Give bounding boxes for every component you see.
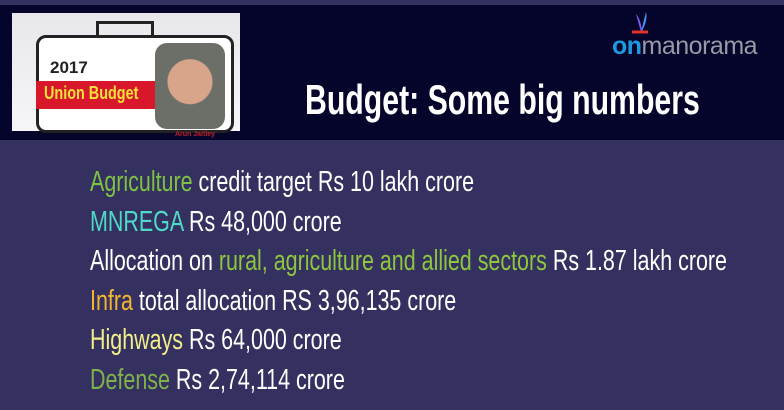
- badge-stripe: [36, 81, 162, 109]
- butterfly-icon: [632, 12, 648, 34]
- minister-photo: [155, 43, 225, 129]
- page-title: Budget: Some big numbers: [305, 76, 700, 123]
- list-item-agriculture: Agriculture credit target Rs 10 lakh cro…: [90, 166, 475, 198]
- photo-caption: Arun Jaitley: [175, 131, 216, 138]
- onmanorama-logo[interactable]: onmanorama: [612, 8, 772, 63]
- logo-text: onmanorama: [612, 32, 758, 60]
- badge-label: Union Budget: [44, 83, 139, 103]
- badge-year: 2017: [50, 58, 88, 77]
- briefcase-handle: [96, 21, 154, 36]
- list-item-rural-allocation: Allocation on rural, agriculture and all…: [90, 245, 727, 277]
- list-item-defense: Defense Rs 2,74,114 crore: [90, 363, 345, 396]
- list-item-infra: Infra total allocation RS 3,96,135 crore: [90, 284, 457, 317]
- list-item-mnrega: MNREGA Rs 48,000 crore: [90, 205, 342, 238]
- list-item-highways: Highways Rs 64,000 crore: [90, 324, 342, 356]
- budget-figures-list: Agriculture credit target Rs 10 lakh cro…: [90, 166, 784, 403]
- union-budget-badge-image: 2017 Union Budget Arun Jaitley: [12, 13, 240, 138]
